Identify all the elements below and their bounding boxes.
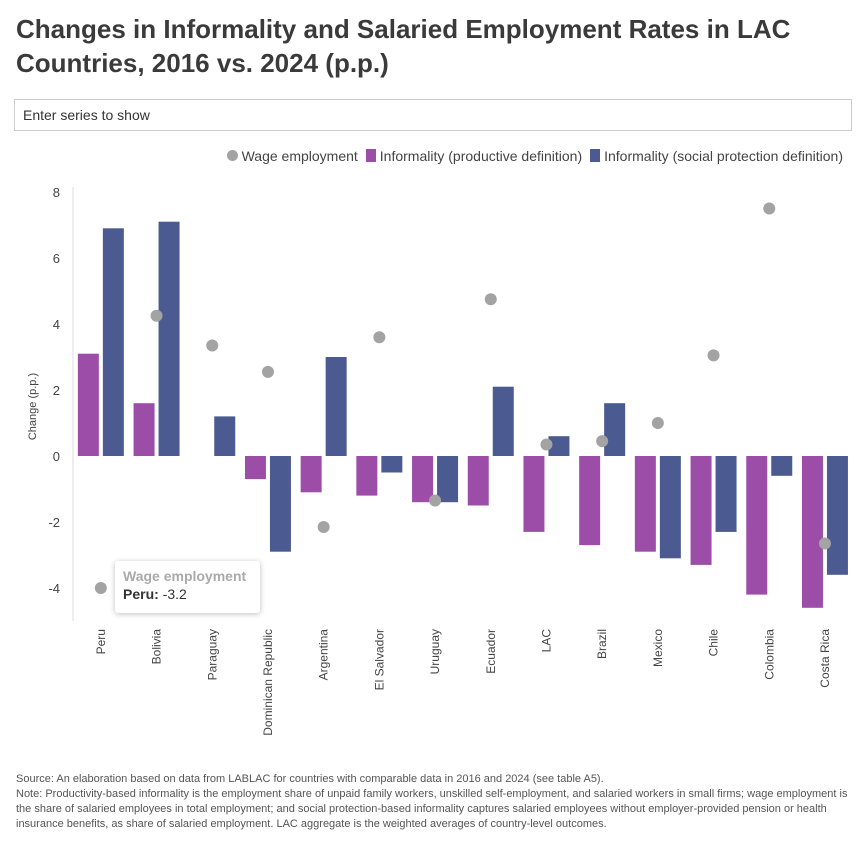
bar-productive: [356, 456, 378, 496]
tooltip: Wage employment Peru: -3.2: [115, 561, 260, 613]
y-tick-label: 2: [53, 383, 60, 398]
tooltip-series: Wage employment: [123, 568, 247, 584]
bar-social: [771, 456, 793, 476]
source-text: Source: An elaboration based on data fro…: [16, 773, 604, 785]
chart-plot: -4 -2 0 2 4 6 8 Change (p.p.) Peru Bolivia Paragua…: [27, 185, 848, 736]
bar-social: [548, 436, 570, 456]
bar-social: [826, 456, 848, 575]
x-tick-label: Peru: [94, 629, 108, 654]
legend-item-productive[interactable]: Informality (productive definition): [365, 148, 583, 164]
x-tick-label: Colombia: [762, 629, 776, 680]
bar-productive: [801, 456, 823, 608]
bar-social: [325, 357, 347, 456]
x-tick-label: Argentina: [317, 629, 331, 681]
wage-dot: [707, 349, 720, 362]
wage-dot: [484, 293, 497, 306]
bar-productive: [467, 456, 489, 506]
bar-social: [492, 386, 514, 456]
x-tick-label: Dominican Republic: [261, 629, 275, 736]
y-tick-label: 4: [53, 317, 60, 332]
bar-social: [102, 228, 124, 456]
bar-social: [659, 456, 681, 559]
bar-social: [269, 456, 291, 552]
wage-dot: [150, 309, 163, 322]
legend: Wage employment Informality (productive …: [226, 148, 843, 164]
wage-dot: [373, 331, 386, 344]
y-axis-label: Change (p.p.): [27, 373, 39, 440]
bar-productive: [244, 456, 266, 480]
note-text: Note: Productivity-based informality is …: [16, 788, 848, 830]
legend-label: Wage employment: [241, 148, 358, 164]
wage-dot: [429, 494, 442, 507]
legend-label: Informality (productive definition): [379, 148, 583, 164]
tooltip-value: -3.2: [162, 586, 187, 602]
legend-item-social[interactable]: Informality (social protection definitio…: [590, 148, 843, 164]
chart-title: Changes in Informality and Salaried Empl…: [16, 14, 791, 78]
bar-productive: [746, 456, 768, 595]
bar-productive: [77, 353, 99, 456]
legend-dot-icon: [226, 150, 238, 161]
bar-productive: [690, 456, 712, 565]
legend-item-wage[interactable]: Wage employment: [226, 148, 358, 164]
bar-productive: [300, 456, 322, 493]
x-tick-label: Brazil: [595, 629, 609, 659]
x-tick-label: LAC: [539, 629, 553, 653]
bar-productive: [634, 456, 656, 552]
bar-social: [381, 456, 403, 473]
x-tick-label: Bolivia: [150, 629, 164, 665]
legend-label: Informality (social protection definitio…: [604, 148, 843, 164]
x-tick-label: Chile: [707, 629, 721, 657]
y-tick-label: -4: [48, 581, 60, 596]
x-tick-label: El Salvador: [372, 629, 386, 690]
wage-dot: [317, 520, 330, 533]
bar-social: [158, 221, 180, 456]
bar-social: [437, 456, 459, 503]
x-tick-label: Mexico: [651, 629, 665, 667]
chart-notes: Source: An elaboration based on data fro…: [16, 772, 856, 832]
wage-dot: [206, 339, 219, 352]
tooltip-label: Peru:: [123, 586, 159, 602]
wage-dot: [94, 582, 107, 594]
wage-dot: [651, 417, 664, 429]
y-tick-label: -2: [48, 515, 60, 530]
legend-swatch-icon: [365, 149, 376, 162]
y-tick-label: 0: [53, 449, 60, 464]
x-tick-label: Paraguay: [205, 629, 219, 680]
bar-social: [715, 456, 737, 532]
bar-productive: [412, 456, 434, 503]
wage-dot: [763, 202, 776, 215]
bar-productive: [579, 456, 601, 546]
x-tick-label: Costa Rica: [818, 629, 832, 688]
legend-swatch-icon: [590, 149, 601, 162]
bar-social: [604, 403, 626, 456]
series-search-input[interactable]: Enter series to show: [14, 99, 852, 131]
x-tick-label: Ecuador: [484, 629, 498, 674]
wage-dot: [818, 537, 831, 550]
bar-productive: [523, 456, 545, 532]
y-tick-label: 6: [53, 251, 60, 266]
wage-dot: [596, 435, 609, 448]
wage-dot: [540, 438, 553, 451]
y-tick-label: 8: [53, 185, 60, 200]
x-tick-label: Uruguay: [428, 629, 442, 674]
bar-social: [214, 416, 236, 456]
bar-productive: [133, 403, 155, 456]
wage-dot: [261, 365, 274, 378]
